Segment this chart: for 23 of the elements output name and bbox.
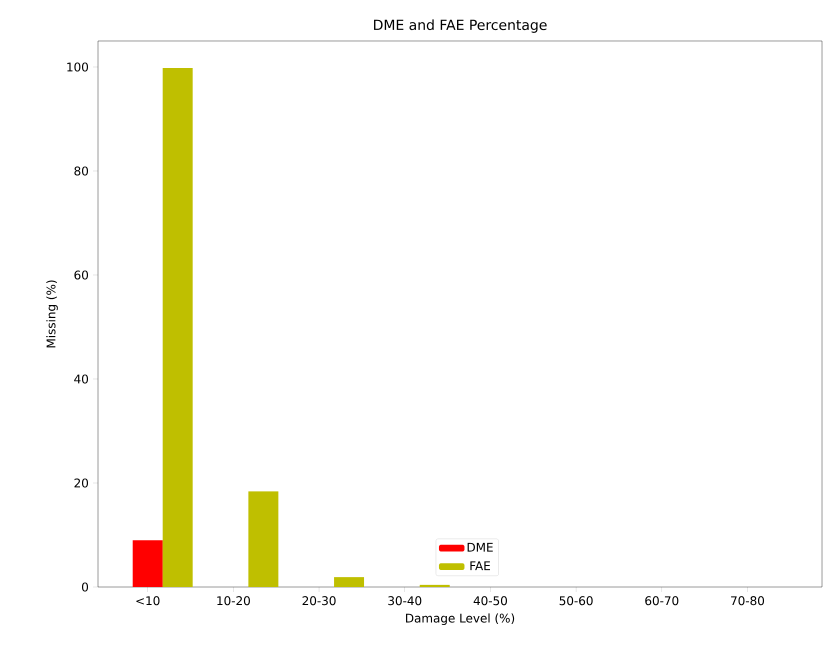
bar [334, 577, 364, 587]
y-axis-title: Missing (%) [46, 280, 58, 348]
x-tick-label: 40-50 [474, 596, 507, 606]
y-tick-label: 40 [74, 374, 88, 384]
x-tick-label: 50-60 [560, 596, 593, 606]
y-tick-label: 60 [74, 270, 88, 280]
bar [162, 68, 193, 587]
bar [248, 491, 278, 587]
x-tick-label: 20-30 [302, 596, 336, 606]
y-tick-label: 0 [82, 582, 88, 592]
chart-title: DME and FAE Percentage [374, 19, 547, 33]
legend-label: FAE [470, 561, 490, 570]
x-tick-label: 10-20 [217, 596, 250, 606]
x-tick-label: <10 [136, 596, 160, 606]
x-tick-label: 60-70 [645, 596, 678, 606]
x-tick-label: 70-80 [731, 596, 764, 606]
bar [132, 540, 163, 587]
legend-label: DME [468, 542, 493, 552]
x-axis-title: Damage Level (%) [406, 613, 514, 625]
x-tick-label: 30-40 [388, 596, 422, 606]
y-tick-label: 20 [74, 478, 88, 488]
y-tick-label: 100 [67, 62, 88, 72]
y-tick-label: 80 [74, 166, 88, 176]
